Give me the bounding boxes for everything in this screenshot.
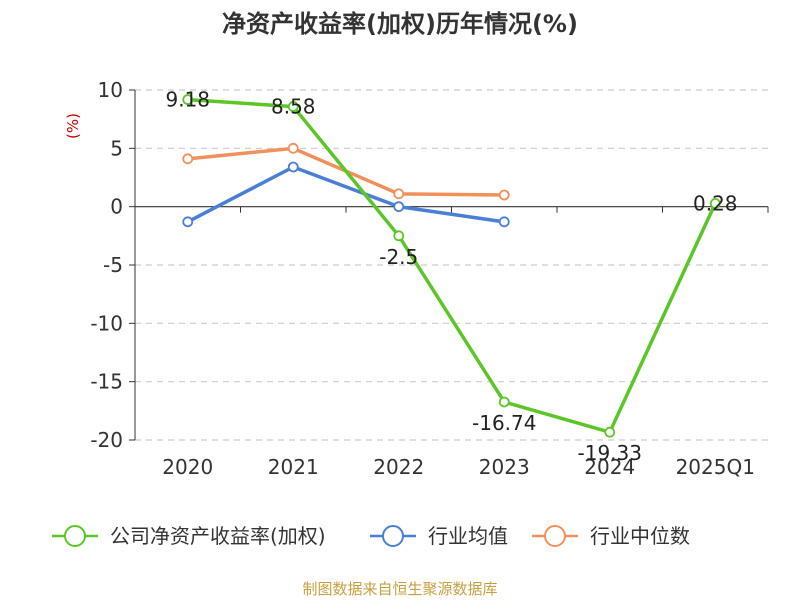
x-tick-label: 2022 <box>373 455 424 479</box>
data-point <box>287 101 299 112</box>
x-tick-label: 2020 <box>162 455 213 479</box>
data-point <box>498 396 510 408</box>
data-point <box>709 197 721 209</box>
data-point <box>182 153 194 165</box>
legend-marker <box>64 525 86 547</box>
legend-label: 行业中位数 <box>590 524 690 548</box>
y-tick-label: 5 <box>110 136 123 160</box>
data-label: -19.33 <box>578 441 642 465</box>
data-point <box>393 188 405 200</box>
x-tick-label: 2023 <box>479 455 530 479</box>
y-tick-label: -20 <box>90 428 123 452</box>
chart-title: 净资产收益率(加权)历年情况(%) <box>222 10 578 38</box>
legend-label: 公司净资产收益率(加权) <box>110 524 326 548</box>
x-tick-label: 2025Q1 <box>676 455 755 479</box>
unit-label: (%) <box>64 113 82 139</box>
series-line <box>186 165 506 224</box>
data-point <box>182 216 194 228</box>
legend: 公司净资产收益率(加权) 行业均值 行业中位数 <box>52 524 690 548</box>
legend-marker <box>544 525 566 547</box>
data-point <box>287 161 299 173</box>
data-label: 8.58 <box>271 95 316 119</box>
series-line <box>186 97 717 434</box>
data-point <box>182 94 194 105</box>
data-label: -16.74 <box>472 411 536 435</box>
data-label: 0.28 <box>693 191 738 215</box>
legend-marker <box>382 525 404 547</box>
axes: 10 5 0 -5 -10 -15 -20 2020 2021 2022 2023 2024 2025Q… <box>90 78 769 479</box>
y-tick-label: 10 <box>98 78 123 102</box>
legend-item: 行业中位数 <box>532 524 690 548</box>
legend-label: 行业均值 <box>428 524 508 548</box>
data-point <box>498 216 510 228</box>
data-labels: 9.18 8.58 -2.5 -16.74 -19.33 0.28 <box>165 88 737 466</box>
y-tick-label: 0 <box>110 195 123 219</box>
y-tick-label: -15 <box>90 370 123 394</box>
data-point <box>604 426 616 438</box>
series-layer <box>182 94 721 438</box>
data-point <box>287 142 299 154</box>
legend-item: 行业均值 <box>370 524 508 548</box>
x-tick-label: 2021 <box>268 455 319 479</box>
data-point <box>393 201 405 213</box>
data-label: -2.5 <box>379 245 418 269</box>
source-note: 制图数据来自恒生聚源数据库 <box>302 580 497 598</box>
data-point <box>393 230 405 242</box>
y-tick-label: -5 <box>103 253 123 277</box>
legend-item: 公司净资产收益率(加权) <box>52 524 326 548</box>
y-tick-label: -10 <box>90 311 123 335</box>
data-point <box>498 189 510 201</box>
data-label: 9.18 <box>165 88 210 112</box>
grid <box>135 89 768 441</box>
x-tick-label: 2024 <box>584 455 635 479</box>
